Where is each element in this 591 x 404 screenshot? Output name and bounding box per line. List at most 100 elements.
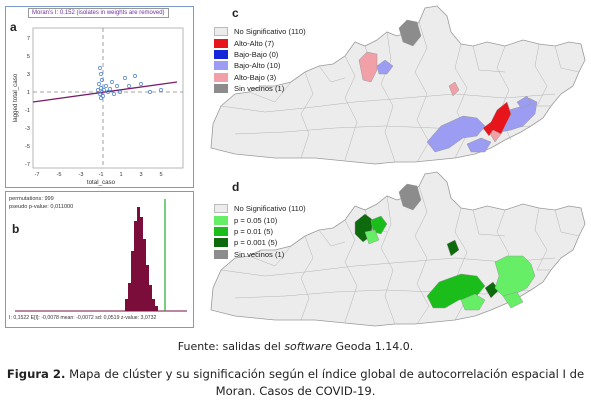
regression-line bbox=[32, 81, 178, 103]
scatter-point bbox=[102, 88, 106, 92]
legend-item-bajo-bajo: Bajo-Bajo (0) bbox=[214, 49, 306, 60]
legend-swatch bbox=[214, 38, 228, 48]
scatter-point bbox=[106, 90, 110, 94]
caption-text: Mapa de clúster y su significación según… bbox=[65, 367, 585, 398]
histogram-bar bbox=[143, 239, 146, 311]
scatter-point bbox=[127, 84, 131, 88]
histogram-bar bbox=[152, 299, 155, 311]
moran-title: Moran's I: 0.152 (isolates in weights ar… bbox=[28, 8, 169, 18]
histogram-bar bbox=[128, 283, 131, 311]
map-region-alto-bajo bbox=[358, 51, 378, 83]
map-region-bajo-alto bbox=[426, 115, 486, 153]
legend-item-alto-bajo: Alto-Bajo (3) bbox=[214, 72, 306, 83]
map-region-p-005 bbox=[364, 229, 380, 245]
legend-item-bajo-alto: Bajo-Alto (10) bbox=[214, 60, 306, 71]
y-tick-label: -3 bbox=[25, 126, 30, 132]
moran-scatter-chart: 7 5 3 1 -1 -3 -5 -7 -7 -5 -3 -1 1 3 5 to… bbox=[12, 27, 184, 186]
legend-swatch bbox=[214, 249, 228, 259]
significance-map bbox=[210, 171, 586, 327]
scatter-point bbox=[115, 84, 119, 88]
histogram-bar bbox=[146, 265, 149, 311]
map-region-p-005 bbox=[494, 255, 536, 297]
legend-item-no-significativo: No Significativo (110) bbox=[214, 203, 306, 214]
y-tick-label: 1 bbox=[27, 90, 30, 96]
source-prefix: Fuente: salidas del bbox=[177, 340, 285, 353]
legend-swatch bbox=[214, 72, 228, 82]
y-tick-label: -7 bbox=[25, 162, 30, 168]
scatter-point bbox=[101, 94, 105, 98]
legend-swatch bbox=[214, 204, 228, 214]
legend-label: p = 0.01 (5) bbox=[234, 226, 274, 236]
y-tick-label: -5 bbox=[25, 144, 30, 150]
panel-label-c: c bbox=[232, 6, 239, 20]
panel-label-b: b bbox=[12, 222, 20, 236]
y-axis-label: lagged total_caso bbox=[12, 73, 19, 122]
histogram-stats-text: I: 0,1522 E[I]: -0,0078 mean: -0,0072 sd… bbox=[9, 315, 157, 321]
map-region-bajo-alto bbox=[498, 97, 538, 133]
legend-swatch bbox=[214, 61, 228, 71]
legend-label: Sin vecinos (1) bbox=[234, 84, 285, 94]
legend-item-p-0001: p = 0.001 (5) bbox=[214, 237, 306, 248]
x-tick-label: -7 bbox=[35, 172, 40, 178]
legend-label: Sin vecinos (1) bbox=[234, 249, 285, 259]
scatter-point bbox=[139, 82, 143, 86]
municipality-borders bbox=[220, 185, 580, 325]
x-tick-label: -5 bbox=[57, 172, 62, 178]
legend-label: Bajo-Bajo (0) bbox=[234, 49, 279, 59]
scatter-point bbox=[99, 72, 103, 76]
histogram-bar bbox=[131, 251, 134, 311]
map-region-p-005 bbox=[502, 291, 524, 309]
scatter-point bbox=[100, 90, 104, 94]
source-italic: software bbox=[284, 340, 332, 353]
legend-label: No Significativo (110) bbox=[234, 27, 306, 37]
y-tick-label: -1 bbox=[25, 108, 30, 114]
scatter-point bbox=[123, 76, 127, 80]
map-region-p-0001 bbox=[446, 239, 460, 257]
legend-label: No Significativo (110) bbox=[234, 204, 306, 214]
map-region-bajo-alto bbox=[516, 95, 532, 109]
legend-swatch bbox=[214, 226, 228, 236]
map-region-bajo-alto bbox=[466, 137, 492, 153]
map-region-p-001 bbox=[426, 273, 486, 309]
histogram-bars bbox=[125, 207, 158, 311]
figure-source: Fuente: salidas del software Geoda 1.14.… bbox=[0, 340, 591, 353]
figure-caption: Figura 2. Mapa de clúster y su significa… bbox=[0, 366, 591, 400]
scatter-point bbox=[112, 92, 116, 96]
scatter-point bbox=[133, 74, 137, 78]
map-region-alto-alto bbox=[482, 101, 512, 137]
legend-label: Alto-Alto (7) bbox=[234, 38, 275, 48]
pseudo-p-value-text: pseudo p-value: 0,011000 bbox=[9, 204, 74, 210]
cluster-map-legend: No Significativo (110) Alto-Alto (7) Baj… bbox=[214, 26, 306, 94]
scatter-point bbox=[98, 92, 102, 96]
permutation-histogram-chart bbox=[15, 199, 187, 312]
map-region-sin-vecinos bbox=[398, 183, 422, 211]
x-tick-label: -3 bbox=[79, 172, 84, 178]
legend-label: Bajo-Alto (10) bbox=[234, 61, 281, 71]
source-suffix: Geoda 1.14.0. bbox=[332, 340, 414, 353]
scatter-point bbox=[98, 66, 102, 70]
legend-label: p = 0.001 (5) bbox=[234, 238, 278, 248]
legend-label: p = 0.05 (10) bbox=[234, 215, 278, 225]
scatter-point bbox=[97, 82, 101, 86]
histogram-bar bbox=[140, 217, 143, 311]
legend-swatch bbox=[214, 27, 228, 37]
scatter-point bbox=[148, 90, 152, 94]
cluster-map bbox=[210, 5, 586, 165]
legend-swatch bbox=[214, 49, 228, 59]
legend-item-p-005: p = 0.05 (10) bbox=[214, 214, 306, 225]
histogram-bar bbox=[125, 299, 128, 311]
histogram-bar bbox=[137, 207, 140, 311]
x-tick-label: 1 bbox=[119, 172, 122, 178]
legend-swatch bbox=[214, 84, 228, 94]
x-tick-label: 3 bbox=[139, 172, 142, 178]
permutation-histogram-panel bbox=[5, 191, 194, 328]
y-tick-label: 3 bbox=[27, 72, 30, 78]
significance-map-legend: No Significativo (110) p = 0.05 (10) p =… bbox=[214, 203, 306, 260]
scatter-point bbox=[104, 84, 108, 88]
y-tick-label: 7 bbox=[27, 36, 30, 42]
scatter-points bbox=[96, 66, 163, 100]
map-region-p-001 bbox=[370, 215, 388, 235]
legend-swatch bbox=[214, 215, 228, 225]
map-region-alto-bajo bbox=[448, 81, 460, 97]
scatter-point bbox=[159, 88, 163, 92]
